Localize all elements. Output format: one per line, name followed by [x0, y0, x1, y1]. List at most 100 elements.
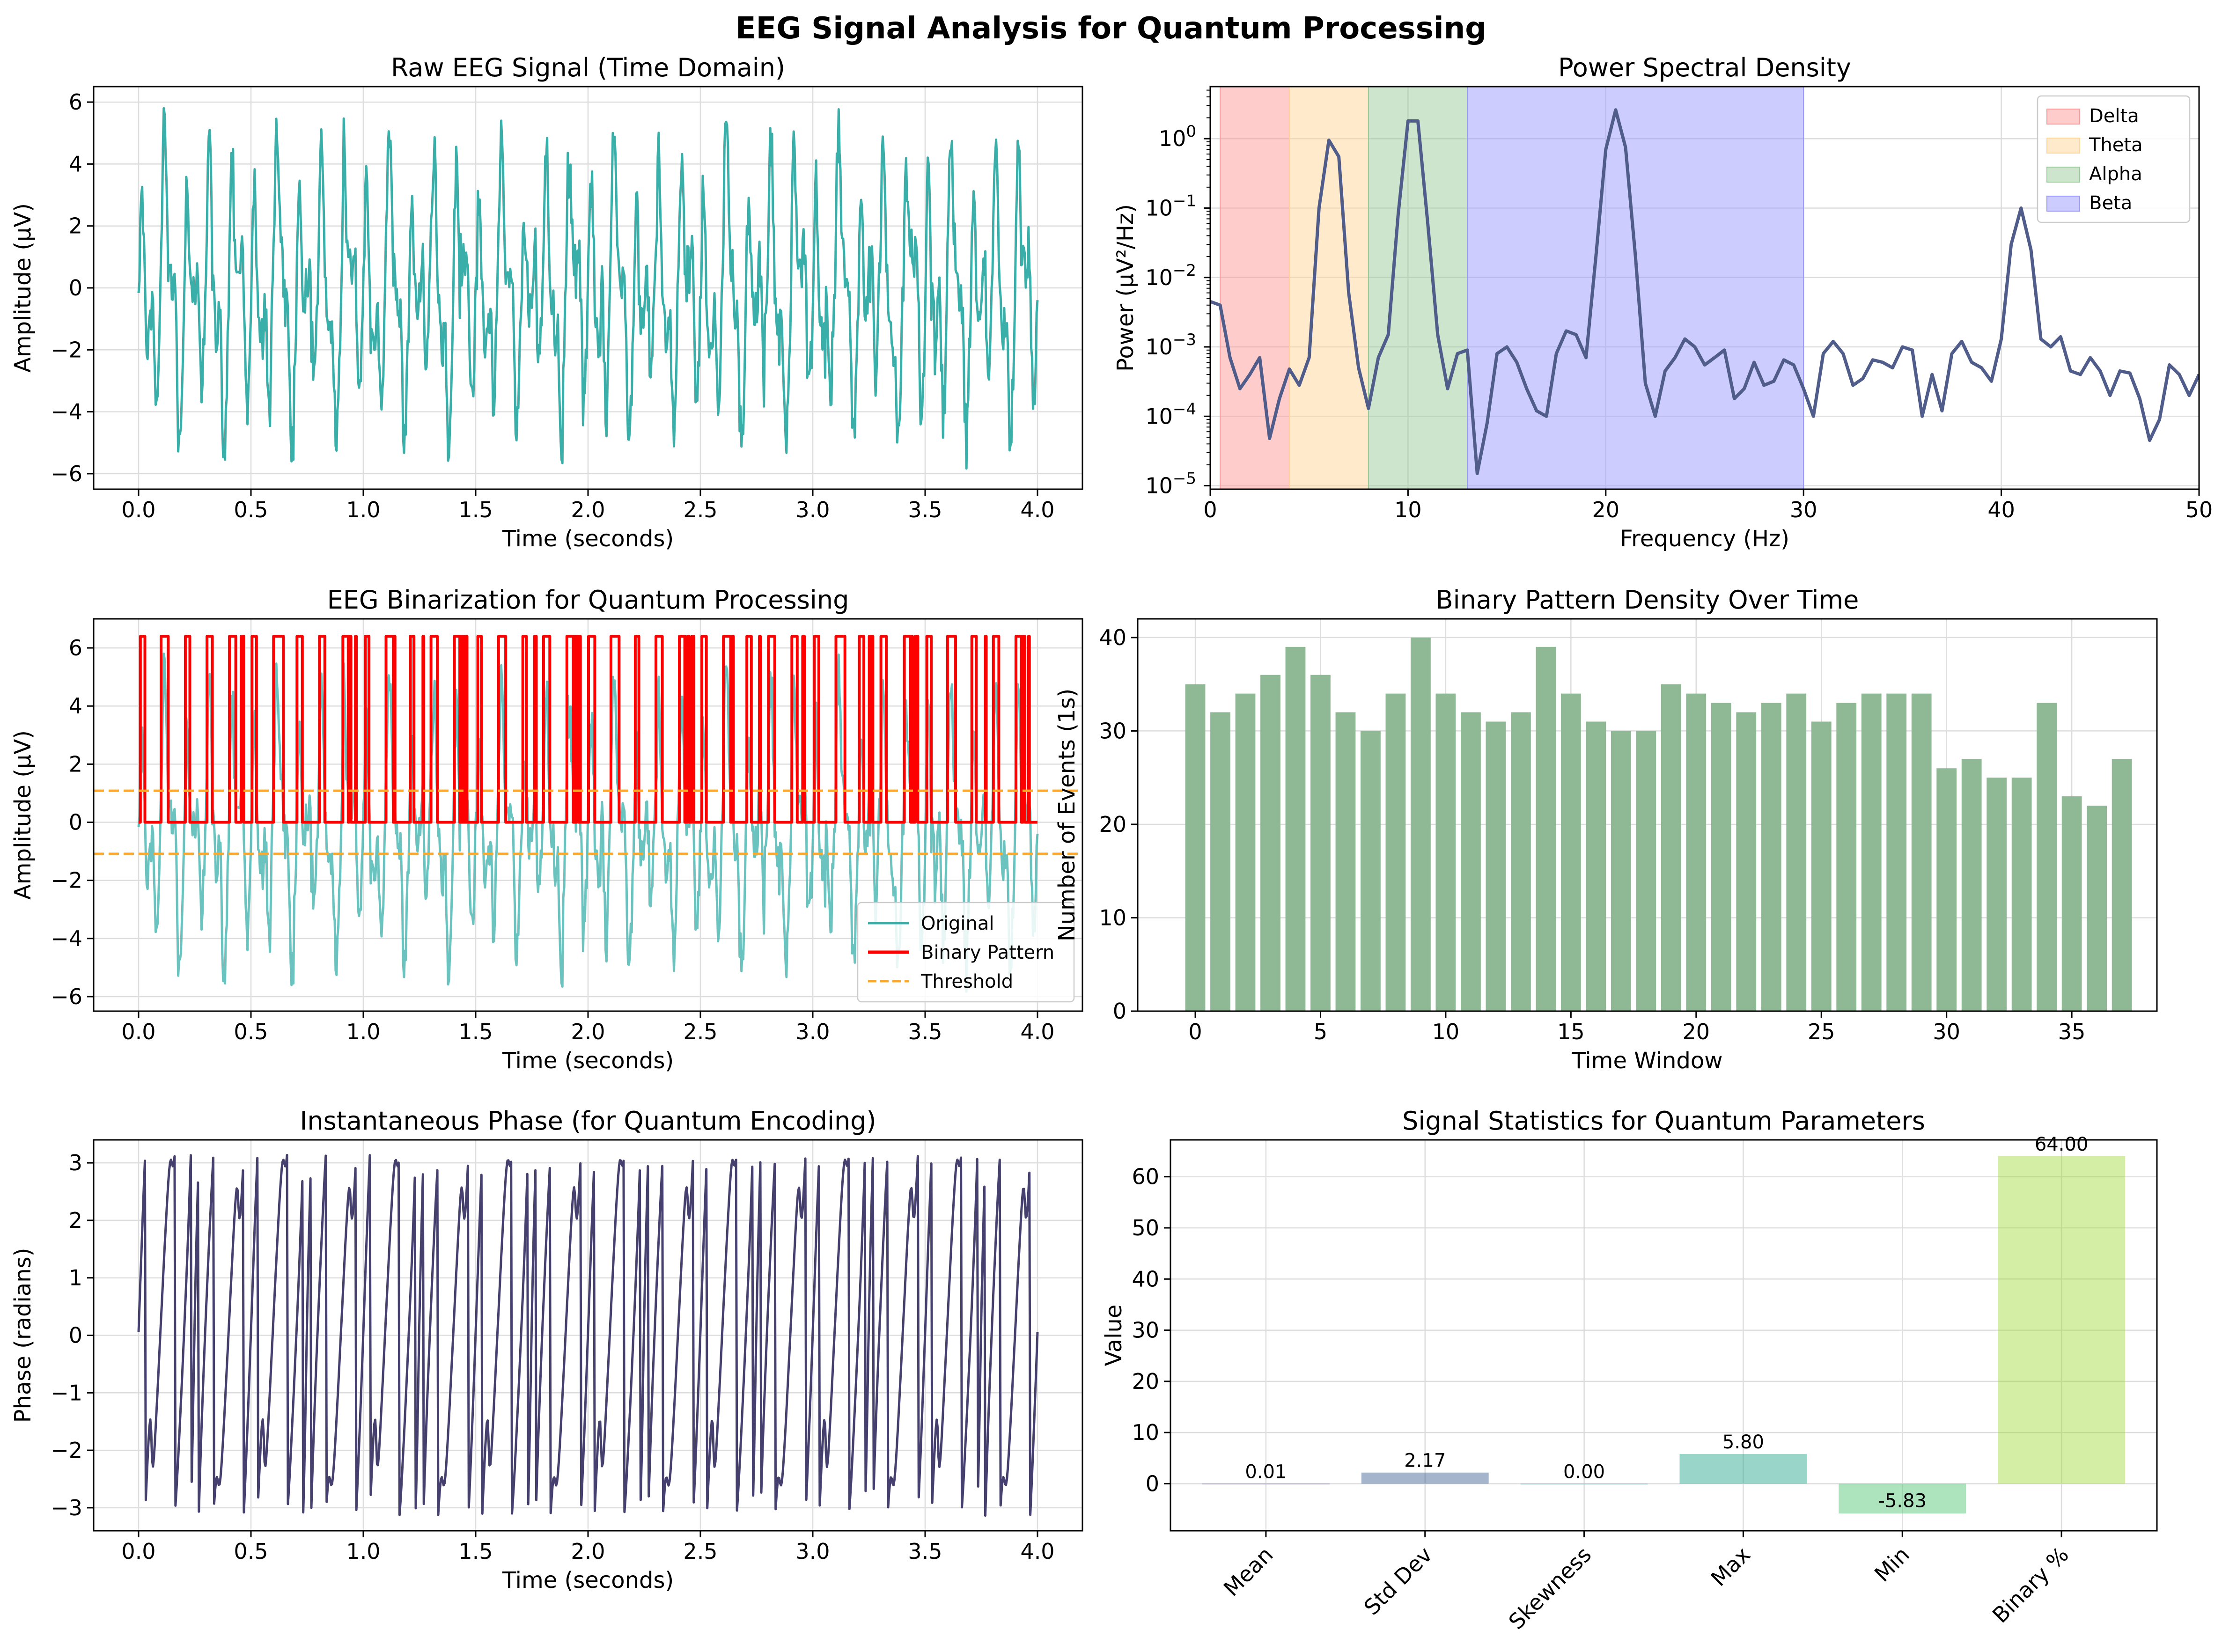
- x-tick-label: 0.0: [121, 1019, 155, 1044]
- y-tick-label: 0: [1146, 1471, 1159, 1496]
- legend-label: Beta: [2089, 192, 2132, 214]
- band-theta: [1288, 86, 1369, 490]
- subplot-title: EEG Binarization for Quantum Processing: [327, 585, 849, 615]
- x-tick-label: 1.0: [346, 497, 380, 522]
- y-axis-label: Phase (radians): [10, 1248, 36, 1423]
- axes-frame: [1170, 1139, 2158, 1532]
- density-bar: [1711, 703, 1731, 1011]
- subplot-density: 0 5 10 15 20 25 30 35 0 10 20 30 40 Binary Pattern De…: [1054, 585, 2158, 1074]
- x-tick-label: 0: [1203, 497, 1217, 522]
- subplot-title: Raw EEG Signal (Time Domain): [391, 53, 785, 82]
- y-tick-label: 4: [69, 693, 82, 719]
- stat-bar: [1839, 1483, 1966, 1514]
- legend-label: Delta: [2089, 105, 2139, 127]
- phase-line: [137, 1154, 1039, 1517]
- subplot-title: Instantaneous Phase (for Quantum Encodin…: [300, 1106, 876, 1136]
- x-tick-label: 4.0: [1020, 1539, 1054, 1564]
- y-tick-exponent: −3: [1173, 330, 1196, 349]
- binary-legend: Original Binary Pattern Threshold: [857, 902, 1075, 1003]
- phase-line-group: [137, 1154, 1039, 1517]
- x-axis-label: Time (seconds): [502, 1048, 674, 1074]
- y-tick-base: 10: [1145, 334, 1173, 360]
- legend-box: [857, 902, 1075, 1003]
- density-bar: [1911, 693, 1932, 1011]
- density-bar: [1936, 768, 1957, 1011]
- y-tick-label: 1: [69, 1265, 82, 1291]
- y-tick-label: 0: [1113, 999, 1126, 1024]
- x-tick-label: 10: [1394, 497, 1422, 522]
- y-tick-label: 3: [69, 1150, 82, 1175]
- y-tick-label: 10: [1099, 905, 1126, 930]
- x-tick-label: 1.5: [458, 1539, 493, 1564]
- legend-label: Alpha: [2089, 163, 2142, 185]
- stat-value-label: 5.80: [1722, 1432, 1764, 1453]
- y-tick-label: 6: [69, 635, 82, 661]
- y-tick-label: 0: [69, 810, 82, 835]
- y-tick-label: 100: [1159, 122, 1196, 151]
- density-bar: [1235, 693, 1256, 1011]
- density-bar: [1836, 703, 1857, 1011]
- density-bar: [2087, 806, 2107, 1011]
- y-tick-label: −2: [51, 337, 82, 362]
- density-bar: [1560, 693, 1581, 1011]
- y-tick-label: −3: [51, 1495, 82, 1520]
- x-tick-label: 3.5: [908, 1539, 942, 1564]
- binary-lines-group: [94, 635, 1082, 993]
- legend-label: Theta: [2089, 134, 2143, 156]
- y-tick-base: 10: [1145, 473, 1173, 499]
- x-tick-label: 0.0: [121, 1539, 155, 1564]
- legend-swatch: [2046, 196, 2080, 212]
- y-tick-label: −6: [51, 984, 82, 1009]
- x-tick-label: 40: [1987, 497, 2015, 522]
- psd-line: [1210, 108, 2199, 475]
- x-tick-label: 1.0: [346, 1539, 380, 1564]
- raw-signal-group: [137, 107, 1039, 470]
- x-tick-label: 3.0: [795, 1539, 830, 1564]
- x-tick-label: 2.0: [571, 1019, 605, 1044]
- density-bar: [1361, 731, 1381, 1011]
- density-bar: [1435, 693, 1456, 1011]
- x-tick-label: 25: [1808, 1019, 1835, 1044]
- density-bar: [1185, 684, 1206, 1011]
- density-bar: [2112, 759, 2132, 1011]
- legend-swatch: [2046, 167, 2080, 183]
- x-tick-label: 3.0: [795, 1019, 830, 1044]
- x-tick-label: 2.5: [683, 497, 717, 522]
- y-tick-label: 0: [69, 275, 82, 301]
- y-axis-label: Number of Events (1s): [1054, 689, 1080, 941]
- y-tick-label: 2: [69, 213, 82, 239]
- legend-label: Original: [921, 913, 994, 934]
- psd-line-group: [1210, 108, 2199, 475]
- subplot-binary: 0.0 0.5 1.0 1.5 2.0 2.5 3.0 3.5 4.0 −6 −4 −2 0 2 4 6 EEG…: [10, 585, 1083, 1074]
- density-bar: [1686, 693, 1707, 1011]
- x-tick-label: 4.0: [1020, 497, 1054, 522]
- y-tick-label: −2: [51, 868, 82, 893]
- y-tick-label: 10−3: [1145, 330, 1196, 360]
- legend-swatch: [2046, 109, 2080, 125]
- y-tick-label: −4: [51, 926, 82, 951]
- x-tick-label: 2.5: [683, 1019, 717, 1044]
- x-tick-label: 2.0: [571, 497, 605, 522]
- y-tick-label: 2: [69, 1208, 82, 1233]
- x-tick-label: 0.5: [234, 497, 268, 522]
- legend-box: [2037, 95, 2191, 223]
- density-bar: [2011, 778, 2032, 1011]
- x-tick-label: 5: [1314, 1019, 1327, 1044]
- subplot-raw: 0.0 0.5 1.0 1.5 2.0 2.5 3.0 3.5 4.0 −6 −4 −2 0 2 4 6 Raw…: [10, 53, 1083, 552]
- density-bar: [1461, 712, 1481, 1011]
- x-tick-label: 3.5: [908, 1019, 942, 1044]
- x-tick-label: 35: [2058, 1019, 2086, 1044]
- stat-value-label: 0.01: [1245, 1461, 1287, 1483]
- y-tick-label: 10−5: [1145, 470, 1196, 499]
- density-bar: [1260, 675, 1280, 1011]
- y-axis-label: Value: [1101, 1305, 1127, 1366]
- x-axis-label: Time (seconds): [502, 1567, 674, 1593]
- stat-value-label: 0.00: [1563, 1461, 1605, 1483]
- density-bar: [1385, 693, 1406, 1011]
- subplot-phase: 0.0 0.5 1.0 1.5 2.0 2.5 3.0 3.5 4.0 −3 −2 −1 0 1 2 3 Ins…: [10, 1106, 1083, 1593]
- y-tick-label: 10−1: [1145, 191, 1196, 220]
- y-tick-label: 10−2: [1145, 261, 1196, 290]
- density-bar: [1961, 759, 1982, 1011]
- density-bar: [1661, 684, 1681, 1011]
- density-bar: [1611, 731, 1631, 1011]
